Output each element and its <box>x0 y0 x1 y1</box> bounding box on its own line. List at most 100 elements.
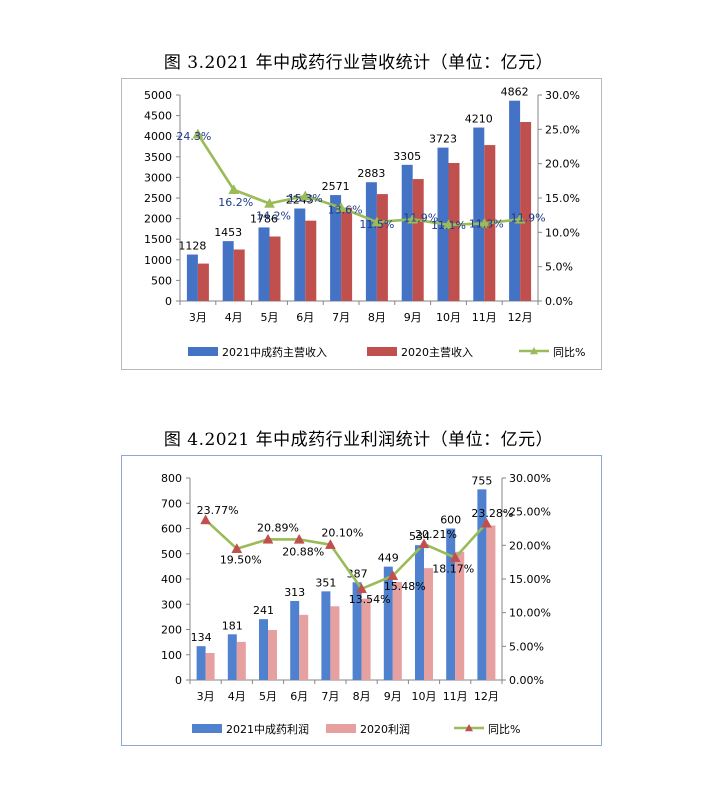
legend-swatch <box>326 724 356 733</box>
y-tick-label: 1000 <box>144 254 172 267</box>
bar-2020 <box>412 179 424 301</box>
bar-2020 <box>448 162 460 301</box>
yoy-marker <box>293 533 305 544</box>
bar-2021 <box>365 182 377 301</box>
bar-data-label: 1786 <box>250 212 278 225</box>
bar-2020 <box>299 614 309 680</box>
yoy-data-label: 20.88% <box>282 545 324 558</box>
yoy-data-label: 14.2% <box>256 209 291 222</box>
bar-2020 <box>305 220 317 301</box>
yoy-data-label: 24.3% <box>176 130 211 143</box>
legend-label: 2021中成药利润 <box>226 722 309 736</box>
bar-2020 <box>269 236 281 301</box>
bar-2021 <box>477 489 487 680</box>
bar-2021 <box>321 591 331 680</box>
y-tick-label: 0 <box>165 295 172 308</box>
yoy-marker <box>407 213 419 224</box>
yoy-data-label: 11.1% <box>431 219 466 232</box>
y-tick-label: 1500 <box>144 233 172 246</box>
x-tick-label: 5月 <box>259 690 277 703</box>
legend-swatch <box>188 347 218 356</box>
bar-2020 <box>520 121 532 302</box>
bar-data-label: 2571 <box>322 180 350 193</box>
y-tick-label: 4000 <box>144 130 172 143</box>
bar-2020 <box>233 249 245 301</box>
bar-data-label: 1128 <box>178 240 206 253</box>
y2-tick-label: 20.00% <box>509 539 551 552</box>
profit-chart-frame: 0 100 200 300 400 500 600 700 800 0.00% 5.00% 10.00… <box>121 455 602 746</box>
bar-data-label: 241 <box>253 604 274 617</box>
bar-2021 <box>415 545 424 680</box>
y-tick-label: 5000 <box>144 89 172 102</box>
bar-data-label: 4862 <box>501 86 529 99</box>
yoy-data-label: 11.9% <box>403 211 438 224</box>
bar-data-label: 134 <box>191 631 212 644</box>
x-tick-label: 11月 <box>472 311 497 324</box>
y2-tick-label: 15.0% <box>545 192 580 205</box>
bar-2021 <box>222 241 234 301</box>
x-tick-label: 6月 <box>296 311 314 324</box>
x-tick-label: 10月 <box>436 311 461 324</box>
y-tick-label: 300 <box>161 598 182 611</box>
yoy-marker <box>387 570 399 581</box>
y2-tick-label: 25.0% <box>545 123 580 136</box>
yoy-marker <box>200 514 212 525</box>
yoy-marker <box>231 543 243 553</box>
bar-2020 <box>392 582 402 680</box>
bar-2021 <box>186 254 198 301</box>
legend-swatch <box>367 347 397 356</box>
legend-label: 2021中成药主营收入 <box>222 345 327 359</box>
yoy-data-label: 11.9% <box>511 211 546 224</box>
x-tick-label: 3月 <box>189 311 207 324</box>
yoy-data-label: 13.6% <box>328 204 363 217</box>
yoy-line <box>204 518 488 591</box>
y-tick-label: 4500 <box>144 110 172 123</box>
x-tick-label: 5月 <box>261 311 279 324</box>
bar-2021 <box>259 619 268 680</box>
legend-label: 同比% <box>488 723 520 736</box>
y-tick-label: 800 <box>161 472 182 485</box>
yoy-marker <box>449 552 461 562</box>
yoy-data-label: 19.50% <box>220 554 262 567</box>
profit-chart: 0 100 200 300 400 500 600 700 800 0.00% 5.00% 10.00… <box>161 472 551 736</box>
bar-data-label: 755 <box>471 474 492 487</box>
y-tick-label: 600 <box>161 523 182 536</box>
yoy-data-label: 11.3% <box>469 217 504 230</box>
x-tick-label: 12月 <box>474 690 499 703</box>
y-tick-label: 100 <box>161 649 182 662</box>
y2-tick-label: 5.0% <box>545 261 573 274</box>
y-tick-label: 700 <box>161 497 182 510</box>
bar-2021 <box>383 566 393 680</box>
legend-label: 2020主营收入 <box>401 345 473 359</box>
yoy-data-label: 11.5% <box>359 218 394 231</box>
bar-data-label: 3305 <box>393 150 421 163</box>
x-tick-label: 12月 <box>508 311 533 324</box>
yoy-data-label: 15.3% <box>288 192 323 205</box>
bar-2021 <box>294 208 306 301</box>
bar-data-label: 600 <box>440 514 461 527</box>
yoy-data-label: 13.54% <box>349 593 391 606</box>
y2-tick-label: 5.00% <box>509 640 544 653</box>
x-tick-label: 10月 <box>412 690 437 703</box>
bar-data-label: 3723 <box>429 133 457 146</box>
yoy-marker <box>478 217 490 228</box>
yoy-data-label: 23.77% <box>197 504 239 517</box>
yoy-marker <box>418 538 430 549</box>
bar-2020 <box>376 194 388 301</box>
bar-data-label: 313 <box>284 586 305 599</box>
yoy-marker <box>324 539 336 549</box>
y2-tick-label: 30.0% <box>545 89 580 102</box>
y-tick-label: 0 <box>175 674 182 687</box>
yoy-data-label: 20.21% <box>415 528 457 541</box>
yoy-marker <box>514 213 526 224</box>
x-tick-label: 9月 <box>384 690 402 703</box>
legend-marker <box>530 347 538 355</box>
bar-2021 <box>330 195 342 301</box>
yoy-marker <box>228 184 240 195</box>
y2-tick-label: 15.00% <box>509 573 551 586</box>
yoy-marker <box>480 517 492 528</box>
legend-swatch <box>192 724 222 733</box>
yoy-marker <box>443 219 454 230</box>
bar-2021 <box>401 164 413 301</box>
y-tick-label: 500 <box>151 274 172 287</box>
